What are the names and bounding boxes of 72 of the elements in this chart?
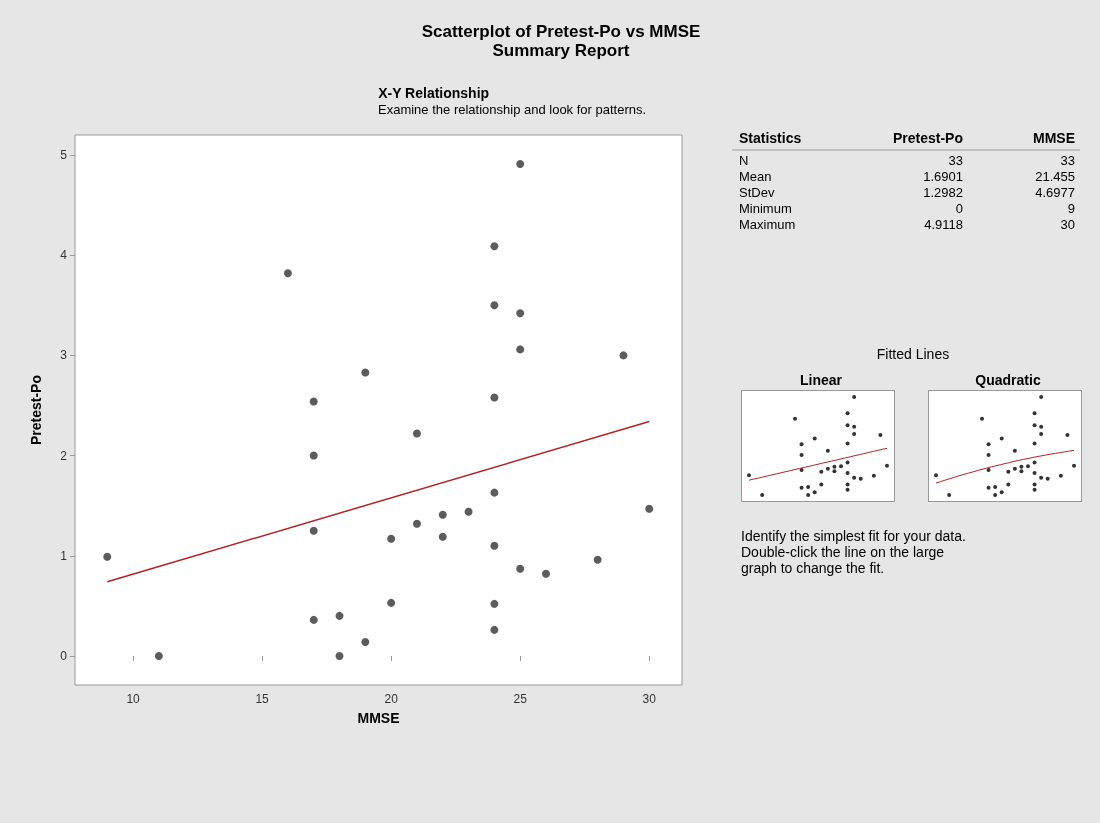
- y-tick-label: 0: [60, 648, 68, 663]
- point: [490, 488, 499, 497]
- point: [464, 507, 473, 516]
- data-label: 0: [955, 201, 963, 216]
- data-label: 1.2982: [923, 185, 963, 200]
- point: [154, 651, 163, 660]
- y-axis-title: Pretest-Po: [28, 374, 44, 446]
- point: [516, 345, 525, 354]
- text: Fitted Lines: [875, 346, 951, 362]
- text: Quadratic: [975, 372, 1041, 388]
- category-label: N: [739, 153, 749, 168]
- point: [490, 599, 499, 608]
- data-label: 4.9118: [924, 217, 963, 232]
- text: X-Y Relationship: [378, 85, 490, 101]
- point: [335, 651, 344, 660]
- point: [490, 625, 499, 634]
- point: [490, 301, 499, 310]
- point: [516, 564, 525, 573]
- x-tick-label: 15: [255, 692, 270, 706]
- x-tick-label: 20: [384, 692, 399, 706]
- chart-title: Scatterplot of Pretest-Po vs MMSE: [421, 22, 701, 41]
- data-label: 21.455: [1035, 169, 1075, 184]
- x-axis-title: MMSE: [357, 710, 400, 726]
- data-label: 30: [1060, 217, 1075, 232]
- text: Identify the simplest fit for your data. Double-click the line on the large graph to change the fit.: [741, 528, 967, 576]
- text: Examine the relationship and look for patterns.: [378, 102, 647, 117]
- point: [361, 637, 370, 646]
- data-label: 33: [1060, 153, 1075, 168]
- category-label: Mean: [739, 169, 772, 184]
- point: [412, 519, 421, 528]
- point: [490, 393, 499, 402]
- text: Linear: [799, 372, 843, 388]
- y-tick-label: 1: [60, 548, 68, 563]
- category-label: Maximum: [739, 217, 796, 232]
- point: [645, 504, 654, 513]
- chart-subtitle: Summary Report: [492, 41, 630, 60]
- point: [387, 598, 396, 607]
- x-tick-label: 25: [513, 692, 528, 706]
- point: [619, 351, 628, 360]
- y-tick-label: 2: [60, 448, 68, 463]
- data-label: 33: [948, 153, 963, 168]
- point: [542, 569, 550, 578]
- point: [387, 534, 396, 543]
- text: Statistics: [739, 130, 802, 146]
- point: [335, 611, 344, 620]
- point: [516, 160, 525, 169]
- point: [309, 526, 318, 535]
- point: [490, 541, 499, 550]
- point: [283, 269, 292, 278]
- y-tick-label: 4: [60, 248, 68, 263]
- text: MMSE: [1033, 130, 1075, 146]
- y-tick-label: 3: [60, 348, 68, 363]
- x-tick-label: 10: [126, 692, 141, 706]
- data-label: 9: [1067, 201, 1075, 216]
- point: [412, 429, 421, 438]
- category-label: Minimum: [739, 201, 792, 216]
- y-tick-label: 5: [60, 148, 68, 163]
- point: [361, 368, 370, 377]
- point: [490, 242, 499, 251]
- data-label: 4.6977: [1035, 185, 1075, 200]
- point: [593, 555, 602, 564]
- point: [309, 451, 318, 460]
- point: [438, 510, 447, 519]
- point: [103, 552, 112, 561]
- point: [309, 397, 318, 406]
- category-label: StDev: [739, 185, 775, 200]
- point: [309, 615, 318, 624]
- x-tick-label: 30: [642, 692, 657, 706]
- point: [438, 532, 447, 541]
- text: Pretest-Po: [892, 130, 963, 146]
- data-label: 1.6901: [923, 169, 963, 184]
- point: [516, 309, 525, 318]
